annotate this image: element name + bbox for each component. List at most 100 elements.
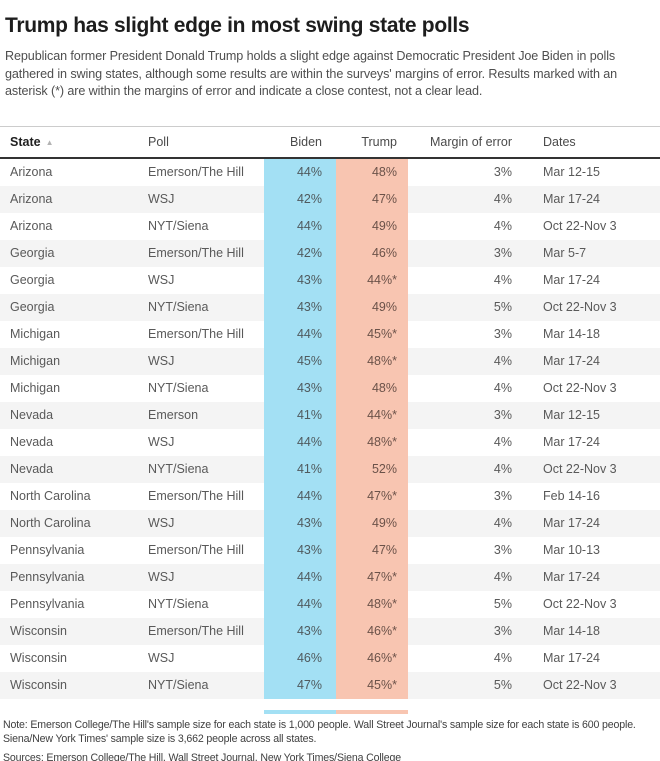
cell-trump: 46%* xyxy=(336,644,408,672)
cell-trump: 45%* xyxy=(336,671,408,699)
column-header-trump[interactable]: Trump xyxy=(361,134,397,149)
cell-biden: 45% xyxy=(264,347,336,375)
cell-dates: Feb 14-16 xyxy=(543,488,600,503)
cell-dates: Oct 22-Nov 3 xyxy=(543,596,617,611)
cell-biden: 43% xyxy=(264,509,336,537)
cell-biden: 47% xyxy=(264,671,336,699)
cell-poll: NYT/Siena xyxy=(148,596,209,611)
trump-band-tail xyxy=(336,710,408,714)
table-row: Michigan NYT/Siena 43% 48% 4% Oct 22-Nov 3 xyxy=(0,374,660,402)
cell-dates: Oct 22-Nov 3 xyxy=(543,218,617,233)
cell-margin-of-error: 4% xyxy=(493,353,512,368)
cell-dates: Oct 22-Nov 3 xyxy=(543,677,617,692)
cell-state: Arizona xyxy=(10,218,53,233)
cell-biden: 43% xyxy=(264,536,336,564)
cell-trump: 47%* xyxy=(336,563,408,591)
cell-dates: Mar 17-24 xyxy=(543,272,600,287)
cell-poll: Emerson/The Hill xyxy=(148,326,244,341)
column-header-margin-of-error[interactable]: Margin of error xyxy=(430,134,512,149)
column-header-poll[interactable]: Poll xyxy=(148,134,169,149)
cell-dates: Oct 22-Nov 3 xyxy=(543,461,617,476)
cell-poll: NYT/Siena xyxy=(148,218,209,233)
biden-band-tail xyxy=(264,710,336,714)
cell-state: Pennsylvania xyxy=(10,596,85,611)
cell-state: Pennsylvania xyxy=(10,542,85,557)
cell-trump: 48% xyxy=(336,374,408,402)
cell-dates: Mar 12-15 xyxy=(543,407,600,422)
cell-trump: 48%* xyxy=(336,590,408,618)
cell-dates: Mar 17-24 xyxy=(543,353,600,368)
cell-state: Pennsylvania xyxy=(10,569,85,584)
poll-table: State ▲ Poll Biden Trump Margin of error … xyxy=(0,125,660,714)
cell-biden: 41% xyxy=(264,455,336,483)
table-row: Nevada NYT/Siena 41% 52% 4% Oct 22-Nov 3 xyxy=(0,455,660,483)
cell-biden: 44% xyxy=(264,212,336,240)
cell-state: Wisconsin xyxy=(10,623,67,638)
cell-biden: 44% xyxy=(264,563,336,591)
cell-margin-of-error: 3% xyxy=(493,164,512,179)
cell-trump: 49% xyxy=(336,212,408,240)
cell-poll: NYT/Siena xyxy=(148,677,209,692)
table-row: Arizona WSJ 42% 47% 4% Mar 17-24 xyxy=(0,185,660,213)
cell-dates: Mar 17-24 xyxy=(543,650,600,665)
cell-biden: 41% xyxy=(264,401,336,429)
cell-margin-of-error: 3% xyxy=(493,623,512,638)
cell-biden: 44% xyxy=(264,482,336,510)
cell-poll: Emerson xyxy=(148,407,199,422)
table-row: Arizona NYT/Siena 44% 49% 4% Oct 22-Nov 3 xyxy=(0,212,660,240)
cell-dates: Mar 17-24 xyxy=(543,434,600,449)
cell-biden: 44% xyxy=(264,158,336,186)
cell-dates: Oct 22-Nov 3 xyxy=(543,380,617,395)
table-row: Michigan WSJ 45% 48%* 4% Mar 17-24 xyxy=(0,347,660,375)
cell-state: Wisconsin xyxy=(10,650,67,665)
cell-biden: 44% xyxy=(264,590,336,618)
cell-state: Georgia xyxy=(10,272,55,287)
cell-biden: 43% xyxy=(264,374,336,402)
cell-trump: 45%* xyxy=(336,320,408,348)
cell-state: North Carolina xyxy=(10,488,91,503)
cell-poll: NYT/Siena xyxy=(148,299,209,314)
cell-biden: 46% xyxy=(264,644,336,672)
cell-state: Arizona xyxy=(10,164,53,179)
table-row: Pennsylvania WSJ 44% 47%* 4% Mar 17-24 xyxy=(0,563,660,591)
cell-state: Nevada xyxy=(10,461,54,476)
table-row: Pennsylvania NYT/Siena 44% 48%* 5% Oct 22-Nov… xyxy=(0,590,660,618)
column-header-biden[interactable]: Biden xyxy=(290,134,322,149)
cell-dates: Mar 12-15 xyxy=(543,164,600,179)
cell-dates: Mar 14-18 xyxy=(543,326,600,341)
cell-margin-of-error: 3% xyxy=(493,488,512,503)
cell-trump: 48%* xyxy=(336,428,408,456)
cell-trump: 49% xyxy=(336,293,408,321)
column-header-state[interactable]: State ▲ xyxy=(10,134,54,149)
cell-biden: 42% xyxy=(264,239,336,267)
cell-trump: 44%* xyxy=(336,266,408,294)
table-row: Georgia WSJ 43% 44%* 4% Mar 17-24 xyxy=(0,266,660,294)
footnote-line-1: Note: Emerson College/The Hill's sample … xyxy=(3,718,636,731)
column-band-tail xyxy=(0,699,660,714)
cell-dates: Mar 10-13 xyxy=(543,542,600,557)
cell-state: Nevada xyxy=(10,407,54,422)
cell-dates: Mar 17-24 xyxy=(543,191,600,206)
cell-state: Nevada xyxy=(10,434,54,449)
cell-trump: 48% xyxy=(336,158,408,186)
cell-dates: Oct 22-Nov 3 xyxy=(543,299,617,314)
column-header-dates[interactable]: Dates xyxy=(543,134,576,149)
footnote-line-2: Siena/New York Times' sample size is 3,6… xyxy=(3,733,317,745)
cell-poll: WSJ xyxy=(148,515,175,530)
sort-ascending-icon: ▲ xyxy=(45,137,54,147)
cell-trump: 46%* xyxy=(336,617,408,645)
page-subtitle: Republican former President Donald Trump… xyxy=(5,49,618,98)
cell-dates: Mar 17-24 xyxy=(543,569,600,584)
cell-biden: 44% xyxy=(264,320,336,348)
cell-state: Wisconsin xyxy=(10,677,67,692)
cell-margin-of-error: 3% xyxy=(493,326,512,341)
table-row: North Carolina Emerson/The Hill 44% 47%* 3% F… xyxy=(0,482,660,510)
table-header: State ▲ Poll Biden Trump Margin of error … xyxy=(0,125,660,159)
cell-margin-of-error: 3% xyxy=(493,245,512,260)
cell-state: Michigan xyxy=(10,353,61,368)
cell-trump: 44%* xyxy=(336,401,408,429)
source-line: Sources: Emerson College/The Hill, Wall … xyxy=(3,751,401,761)
cell-biden: 43% xyxy=(264,293,336,321)
cell-dates: Mar 5-7 xyxy=(543,245,587,260)
